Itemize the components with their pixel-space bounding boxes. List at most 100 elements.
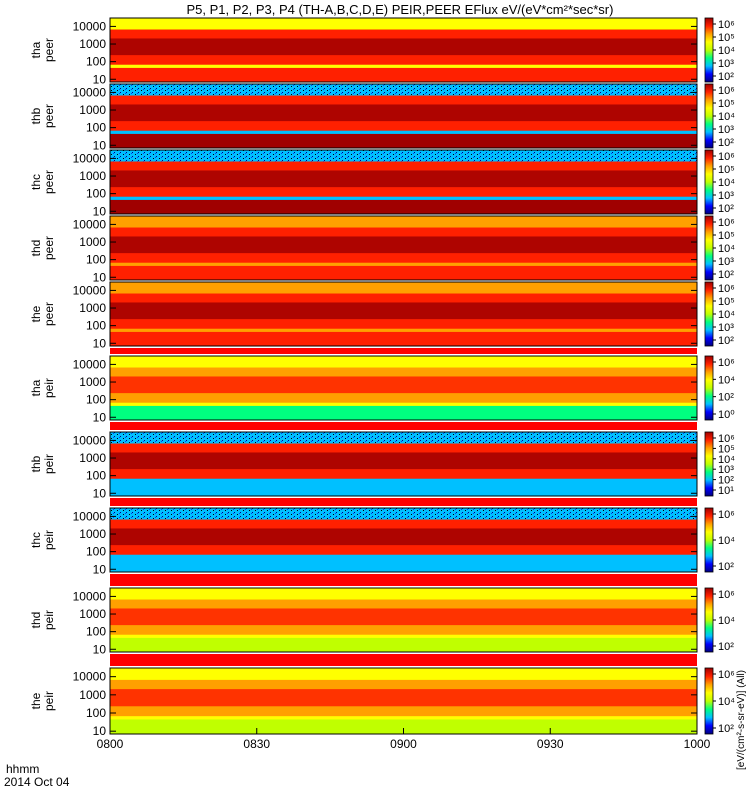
colorbar-tick-label: 10² bbox=[718, 269, 734, 281]
spectrogram-peak-band bbox=[110, 376, 697, 394]
y-axis-label: peir bbox=[42, 378, 56, 398]
y-axis-label: tha bbox=[29, 41, 43, 58]
y-tick-label: 10000 bbox=[73, 433, 107, 447]
y-axis-label: the bbox=[29, 305, 43, 322]
y-axis-label: thc bbox=[29, 174, 43, 190]
y-axis-label: peer bbox=[42, 104, 56, 128]
y-tick-label: 10 bbox=[93, 138, 107, 152]
colorbar-tick-label: 10³ bbox=[718, 190, 734, 202]
colorbar-tick-label: 10⁶ bbox=[718, 669, 735, 681]
spectrogram-peak-band bbox=[110, 528, 697, 546]
spectrogram-peak-band bbox=[110, 302, 697, 320]
spectrogram-low-energy bbox=[110, 637, 697, 652]
y-axis-label: peir bbox=[42, 691, 56, 711]
y-axis-label: peer bbox=[42, 38, 56, 62]
colorbar-tick-label: 10⁶ bbox=[718, 283, 735, 295]
colorbar-tick-label: 10⁶ bbox=[718, 509, 735, 521]
y-tick-label: 10000 bbox=[73, 19, 107, 33]
y-axis-label: peir bbox=[42, 454, 56, 474]
spectrogram-low-energy bbox=[110, 481, 697, 496]
data-gap-band bbox=[110, 654, 697, 666]
colorbar-tick-label: 10² bbox=[718, 392, 734, 404]
y-tick-label: 1000 bbox=[79, 527, 106, 541]
y-tick-label: 10 bbox=[93, 486, 107, 500]
y-axis-label: peir bbox=[42, 610, 56, 630]
colorbar-tick-label: 10² bbox=[718, 137, 734, 149]
panel-frame bbox=[109, 149, 698, 215]
y-tick-label: 10000 bbox=[73, 589, 107, 603]
spectrogram-peak-band bbox=[110, 452, 697, 470]
y-axis-label: the bbox=[29, 692, 43, 709]
colorbar-tick-label: 10² bbox=[718, 203, 734, 215]
spectrogram-low-energy bbox=[110, 67, 697, 82]
y-tick-label: 100 bbox=[86, 706, 106, 720]
colorbar-tick-label: 10⁴ bbox=[718, 535, 735, 547]
y-tick-label: 10 bbox=[93, 72, 107, 86]
colorbar-tick-label: 10⁶ bbox=[718, 357, 735, 369]
y-tick-label: 100 bbox=[86, 625, 106, 639]
y-tick-label: 1000 bbox=[79, 607, 106, 621]
colorbar bbox=[704, 431, 714, 497]
y-tick-label: 100 bbox=[86, 187, 106, 201]
colorbar-tick-label: 10⁶ bbox=[718, 589, 735, 601]
y-axis-label: thd bbox=[29, 612, 43, 629]
y-axis-label: peer bbox=[42, 236, 56, 260]
colorbar-tick-label: 10⁵ bbox=[718, 98, 735, 110]
colorbar-tick-label: 10⁴ bbox=[718, 243, 735, 255]
panel-frame bbox=[109, 17, 698, 83]
y-tick-label: 100 bbox=[86, 319, 106, 333]
colorbar-tick-label: 10⁴ bbox=[718, 111, 735, 123]
x-date-label: 2014 Oct 04 bbox=[4, 775, 70, 789]
colorbar-tick-label: 10¹ bbox=[718, 485, 734, 497]
colorbar-tick-label: 10² bbox=[718, 71, 734, 83]
spectrogram-peak-band bbox=[110, 104, 697, 122]
colorbar-tick-label: 10³ bbox=[718, 256, 734, 268]
colorbar-tick-label: 10² bbox=[718, 723, 734, 735]
y-axis-label: thb bbox=[29, 107, 43, 124]
colorbar-tick-label: 10⁶ bbox=[718, 19, 735, 31]
colorbar-tick-label: 10² bbox=[718, 641, 734, 653]
y-axis-label: peir bbox=[42, 530, 56, 550]
colorbar-tick-label: 10³ bbox=[718, 322, 734, 334]
colorbar-tick-label: 10⁴ bbox=[718, 374, 735, 386]
spectrogram-noise bbox=[110, 432, 697, 444]
x-tick-label: 0800 bbox=[97, 737, 124, 751]
spectrogram-noise bbox=[110, 508, 697, 520]
colorbar-tick-label: 10⁴ bbox=[718, 45, 735, 57]
colorbar-tick-label: 10³ bbox=[718, 464, 734, 476]
colorbar-tick-label: 10⁵ bbox=[718, 32, 735, 44]
colorbar-tick-label: 10⁴ bbox=[718, 615, 735, 627]
spectrogram-noise bbox=[110, 84, 697, 96]
panel-frame bbox=[109, 587, 698, 653]
colorbar bbox=[704, 83, 714, 149]
spectrogram-noise bbox=[110, 150, 697, 162]
y-tick-label: 1000 bbox=[79, 451, 106, 465]
y-tick-label: 10 bbox=[93, 642, 107, 656]
y-axis-label: thc bbox=[29, 532, 43, 548]
figure-title: P5, P1, P2, P3, P4 (TH-A,B,C,D,E) PEIR,P… bbox=[187, 2, 614, 17]
colorbar-tick-label: 10⁴ bbox=[718, 696, 735, 708]
y-tick-label: 10 bbox=[93, 562, 107, 576]
colorbar-tick-label: 10⁰ bbox=[718, 409, 735, 421]
data-gap-band bbox=[110, 348, 697, 354]
y-axis-label: peer bbox=[42, 170, 56, 194]
y-tick-label: 100 bbox=[86, 121, 106, 135]
y-tick-label: 1000 bbox=[79, 301, 106, 315]
y-axis-label: thb bbox=[29, 455, 43, 472]
spectrogram-peak-band bbox=[110, 608, 697, 626]
colorbar-tick-label: 10⁶ bbox=[718, 85, 735, 97]
colorbar bbox=[704, 281, 714, 347]
colorbar bbox=[704, 667, 714, 735]
y-tick-label: 1000 bbox=[79, 235, 106, 249]
panel-frame bbox=[109, 431, 698, 497]
y-tick-label: 1000 bbox=[79, 375, 106, 389]
y-axis-label: thd bbox=[29, 240, 43, 257]
y-tick-label: 10000 bbox=[73, 85, 107, 99]
colorbar-tick-label: 10³ bbox=[718, 124, 734, 136]
panel-the-peir: 10 100 1000 10000 the peir 10⁶ 10⁴ 10² bbox=[29, 667, 735, 738]
